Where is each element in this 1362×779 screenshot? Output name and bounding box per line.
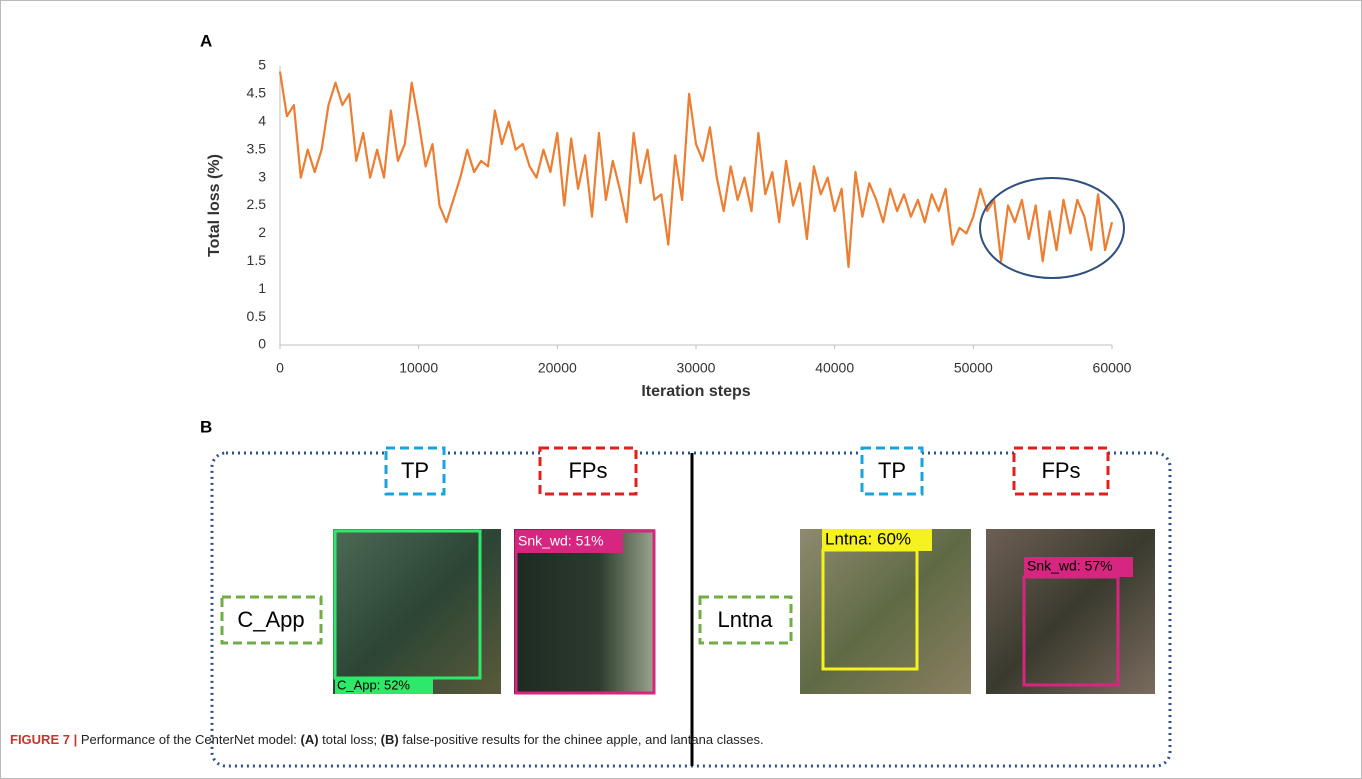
y-tick-label: 3.5 bbox=[247, 140, 267, 156]
caption-text: false-positive results for the chinee ap… bbox=[398, 732, 764, 747]
y-tick-label: 5 bbox=[258, 57, 266, 73]
x-tick-label: 60000 bbox=[1093, 360, 1132, 376]
caption: FIGURE 7 | Performance of the CenterNet … bbox=[10, 732, 764, 747]
y-tick-label: 2 bbox=[258, 224, 266, 240]
photo bbox=[333, 529, 501, 694]
x-axis-label: Iteration steps bbox=[641, 383, 750, 400]
class-box bbox=[698, 595, 793, 645]
tp-label: TP bbox=[878, 458, 906, 483]
x-tick-label: 20000 bbox=[538, 360, 577, 376]
caption-text: Performance of the CenterNet model: bbox=[77, 732, 301, 747]
detection-label: Lntna: 60% bbox=[825, 529, 911, 548]
detection-tag bbox=[1024, 557, 1133, 577]
line-chart: 0 0.5 1 1.5 2 2.5 3 3.5 4 4.5 5 0 10000 20000 30000 400… bbox=[206, 57, 1131, 401]
y-tick-label: 0 bbox=[258, 336, 266, 352]
photo bbox=[986, 529, 1155, 694]
fp-box bbox=[1012, 446, 1110, 496]
class-label: C_App bbox=[237, 607, 304, 632]
loss-line bbox=[278, 71, 1114, 268]
class-box bbox=[220, 595, 323, 645]
y-tick-label: 0.5 bbox=[247, 308, 267, 324]
caption-text: (A) bbox=[300, 732, 319, 747]
y-axis-label: Total loss (%) bbox=[206, 154, 223, 257]
detection-tag bbox=[335, 677, 433, 694]
highlight-ellipse bbox=[979, 177, 1125, 279]
tp-box bbox=[860, 446, 924, 496]
x-tick-label: 10000 bbox=[399, 360, 438, 376]
panel-label: A bbox=[200, 31, 212, 50]
detection-tag bbox=[822, 529, 932, 551]
photo bbox=[514, 529, 655, 694]
caption-figure: FIGURE 7 | bbox=[10, 732, 78, 747]
panel-label: B bbox=[200, 417, 212, 436]
y-tick-label: 4 bbox=[258, 113, 266, 129]
y-tick-label: 4.5 bbox=[247, 85, 267, 101]
tp-box bbox=[384, 446, 446, 496]
x-tick-label: 30000 bbox=[677, 360, 716, 376]
tp-label: TP bbox=[401, 458, 429, 483]
fp-box bbox=[538, 446, 638, 496]
caption-text: (B) bbox=[380, 732, 399, 747]
y-tick-label: 2.5 bbox=[247, 196, 267, 212]
y-tick-label: 3 bbox=[258, 168, 266, 184]
fp-label: FPs bbox=[1041, 458, 1080, 483]
fp-label: FPs bbox=[568, 458, 607, 483]
x-tick-label: 40000 bbox=[815, 360, 854, 376]
y-tick-label: 1 bbox=[258, 280, 266, 296]
y-tick-label: 1.5 bbox=[247, 252, 267, 268]
class-label: Lntna bbox=[717, 607, 773, 632]
detection-label: C_App: 52% bbox=[337, 677, 410, 692]
photo bbox=[800, 529, 971, 694]
caption-text: total loss; bbox=[318, 732, 381, 747]
detection-label: Snk_wd: 51% bbox=[518, 533, 604, 549]
x-tick-label: 50000 bbox=[954, 360, 993, 376]
x-tick-label: 0 bbox=[276, 360, 284, 376]
detection-tag bbox=[515, 531, 623, 553]
detection-label: Snk_wd: 57% bbox=[1027, 558, 1113, 574]
